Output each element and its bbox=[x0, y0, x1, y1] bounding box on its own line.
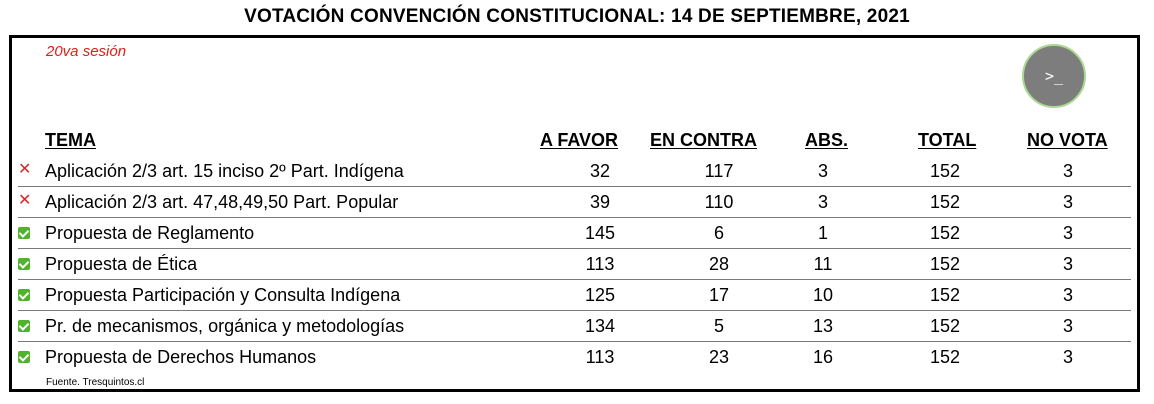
table-row: Propuesta de Derechos Humanos 113 23 16 152 3 bbox=[18, 342, 1131, 372]
cell-total: 152 bbox=[929, 285, 961, 305]
approved-check-icon bbox=[18, 289, 30, 301]
table-row: Propuesta de Reglamento 145 6 1 152 3 bbox=[18, 218, 1131, 249]
cell-a-favor: 125 bbox=[584, 285, 616, 305]
cell-en-contra: 110 bbox=[704, 192, 734, 212]
cell-abs: 13 bbox=[812, 316, 834, 336]
cell-abs: 10 bbox=[812, 285, 834, 305]
header-tema: TEMA bbox=[45, 130, 96, 150]
terminal-button[interactable]: >_ bbox=[1022, 44, 1086, 108]
table-row: Propuesta Participación y Consulta Indíg… bbox=[18, 280, 1131, 311]
cell-abs: 16 bbox=[812, 347, 834, 367]
cell-tema: Pr. de mecanismos, orgánica y metodologí… bbox=[45, 316, 405, 336]
cell-no-vota: 3 bbox=[1062, 223, 1073, 243]
approved-check-icon bbox=[18, 320, 30, 332]
cell-total: 152 bbox=[929, 347, 961, 367]
cell-en-contra: 23 bbox=[708, 347, 730, 367]
cell-en-contra: 117 bbox=[704, 161, 734, 181]
session-label: 20va sesión bbox=[46, 43, 127, 60]
cell-total: 152 bbox=[929, 254, 961, 274]
cell-no-vota: 3 bbox=[1062, 254, 1073, 274]
cell-no-vota: 3 bbox=[1062, 285, 1073, 305]
cell-a-favor: 32 bbox=[589, 161, 611, 181]
terminal-icon: >_ bbox=[1044, 67, 1064, 85]
rejected-x-icon: ✕ bbox=[18, 192, 32, 209]
cell-abs: 1 bbox=[817, 223, 828, 243]
header-abs: ABS. bbox=[805, 130, 849, 150]
cell-no-vota: 3 bbox=[1062, 161, 1073, 181]
cell-tema: Propuesta de Reglamento bbox=[45, 223, 255, 243]
source-note: Fuente. Tresquintos.cl bbox=[46, 377, 145, 388]
cell-no-vota: 3 bbox=[1062, 316, 1073, 336]
table-row: ✕ Aplicación 2/3 art. 15 inciso 2º Part. … bbox=[18, 156, 1131, 187]
table-frame bbox=[9, 35, 1140, 392]
cell-en-contra: 17 bbox=[708, 285, 730, 305]
rejected-x-icon: ✕ bbox=[18, 161, 32, 178]
cell-a-favor: 113 bbox=[585, 254, 615, 274]
header-total: TOTAL bbox=[918, 130, 977, 150]
cell-en-contra: 28 bbox=[708, 254, 730, 274]
table-row: ✕ Aplicación 2/3 art. 47,48,49,50 Part. P… bbox=[18, 187, 1131, 218]
cell-en-contra: 6 bbox=[713, 223, 724, 243]
cell-no-vota: 3 bbox=[1062, 192, 1073, 212]
cell-total: 152 bbox=[929, 316, 961, 336]
cell-abs: 3 bbox=[817, 192, 828, 212]
table-row: Propuesta de Ética 113 28 11 152 3 bbox=[18, 249, 1131, 280]
cell-tema: Aplicación 2/3 art. 47,48,49,50 Part. Po… bbox=[45, 192, 399, 212]
cell-total: 152 bbox=[929, 223, 961, 243]
cell-no-vota: 3 bbox=[1062, 347, 1073, 367]
cell-abs: 3 bbox=[817, 161, 828, 181]
approved-check-icon bbox=[18, 227, 30, 239]
page-title: VOTACIÓN CONVENCIÓN CONSTITUCIONAL: 14 D… bbox=[244, 6, 910, 27]
table-row: Pr. de mecanismos, orgánica y metodologí… bbox=[18, 311, 1131, 342]
cell-abs: 11 bbox=[813, 254, 833, 274]
vote-table: ✕ Aplicación 2/3 art. 15 inciso 2º Part. … bbox=[18, 156, 1131, 372]
cell-a-favor: 134 bbox=[584, 316, 616, 336]
header-en-contra: EN CONTRA bbox=[650, 130, 757, 150]
cell-tema: Propuesta de Derechos Humanos bbox=[45, 347, 317, 367]
cell-tema: Aplicación 2/3 art. 15 inciso 2º Part. I… bbox=[45, 161, 404, 181]
approved-check-icon bbox=[18, 351, 30, 363]
approved-check-icon bbox=[18, 258, 30, 270]
cell-a-favor: 145 bbox=[584, 223, 616, 243]
cell-total: 152 bbox=[929, 161, 961, 181]
header-a-favor: A FAVOR bbox=[540, 130, 619, 150]
cell-a-favor: 39 bbox=[589, 192, 611, 212]
cell-tema: Propuesta Participación y Consulta Indíg… bbox=[45, 285, 401, 305]
cell-total: 152 bbox=[929, 192, 961, 212]
cell-en-contra: 5 bbox=[713, 316, 724, 336]
cell-a-favor: 113 bbox=[585, 347, 615, 367]
cell-tema: Propuesta de Ética bbox=[45, 254, 198, 274]
header-no-vota: NO VOTA bbox=[1027, 130, 1108, 150]
